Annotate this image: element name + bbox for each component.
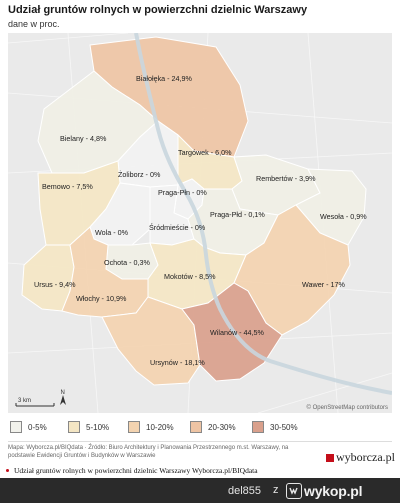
district-label-wesola: Wesoła - 0,9% bbox=[320, 212, 367, 221]
district-label-bialoleka: Białołęka - 24,9% bbox=[136, 74, 193, 83]
district-label-rembertow: Rembertów - 3,9% bbox=[256, 174, 316, 183]
scale-label: 3 km bbox=[18, 398, 31, 404]
north-label: N bbox=[61, 390, 65, 396]
legend-swatch bbox=[252, 421, 264, 433]
legend-swatch bbox=[190, 421, 202, 433]
district-map: Białołęka - 24,9% Bielany - 4,8% Targówek … bbox=[8, 33, 392, 413]
page-subtitle: dane w proc. bbox=[8, 19, 60, 29]
legend-label: 10-20% bbox=[146, 422, 174, 432]
legend: 0-5% 5-10% 10-20% 20-30% 30-50% bbox=[10, 421, 390, 437]
legend-label: 30-50% bbox=[270, 422, 298, 432]
wykop-logo[interactable]: wykop.pl bbox=[286, 483, 362, 499]
district-label-wawer: Wawer - 17% bbox=[302, 280, 345, 289]
wyborcza-logo: wyborcza.pl bbox=[326, 450, 395, 465]
legend-item-20-30: 20-30% bbox=[190, 421, 236, 433]
legend-item-0-5: 0-5% bbox=[10, 421, 47, 433]
district-label-ochota: Ochota - 0,3% bbox=[104, 258, 151, 267]
wykop-footer bbox=[0, 478, 400, 503]
north-arrow-icon: N bbox=[60, 390, 66, 405]
source-note: Mapa: Wyborcza.pl/BIQdata · Źródło: Biur… bbox=[8, 445, 289, 459]
district-label-ursynow: Ursynów - 18,1% bbox=[150, 358, 205, 367]
district-label-bemowo: Bemowo - 7,5% bbox=[42, 182, 93, 191]
caption-text: Udział gruntów rolnych w powierzchni dzi… bbox=[14, 466, 258, 475]
scale-bar: 3 km bbox=[15, 398, 55, 407]
district-label-zoliborz: Żoliborz - 0% bbox=[118, 170, 161, 179]
legend-item-30-50: 30-50% bbox=[252, 421, 298, 433]
bullet-icon bbox=[6, 469, 9, 472]
legend-label: 5-10% bbox=[86, 422, 110, 432]
district-label-mokotow: Mokotów - 8,5% bbox=[164, 272, 216, 281]
legend-label: 0-5% bbox=[28, 422, 47, 432]
district-label-targowek: Targówek - 6,0% bbox=[178, 148, 232, 157]
district-label-praga-pld: Praga-Płd - 0,1% bbox=[210, 210, 265, 219]
legend-swatch bbox=[128, 421, 140, 433]
caption: Udział gruntów rolnych w powierzchni dzi… bbox=[6, 466, 258, 475]
legend-swatch bbox=[68, 421, 80, 433]
legend-swatch bbox=[10, 421, 22, 433]
wyborcza-mark-icon bbox=[326, 453, 334, 462]
wykop-logo-icon bbox=[286, 483, 302, 499]
map-canvas: Białołęka - 24,9% Bielany - 4,8% Targówek … bbox=[8, 33, 392, 413]
district-label-praga-pln: Praga-Płn - 0% bbox=[158, 188, 207, 197]
legend-label: 20-30% bbox=[208, 422, 236, 432]
vistula-river bbox=[134, 33, 392, 395]
legend-item-10-20: 10-20% bbox=[128, 421, 174, 433]
district-label-bielany: Bielany - 4,8% bbox=[60, 134, 107, 143]
author-username[interactable]: del855 bbox=[228, 485, 262, 497]
district-label-ursus: Ursus - 9,4% bbox=[34, 280, 76, 289]
legend-item-5-10: 5-10% bbox=[68, 421, 109, 433]
district-labels: Białołęka - 24,9% Bielany - 4,8% Targówek … bbox=[34, 74, 367, 367]
district-label-wilanow: Wilanów - 44,5% bbox=[210, 328, 265, 337]
wykop-site-text: wykop.pl bbox=[304, 483, 363, 499]
district-label-wlochy: Włochy - 10,9% bbox=[76, 294, 127, 303]
author-separator: z bbox=[273, 484, 279, 496]
district-wawer bbox=[233, 204, 351, 336]
page-title: Udział gruntów rolnych w powierzchni dzi… bbox=[8, 4, 308, 16]
map-attribution: © OpenStreetMap contributors bbox=[307, 404, 388, 411]
district-label-srodmiescie: Śródmieście - 0% bbox=[149, 223, 206, 232]
district-label-wola: Wola - 0% bbox=[95, 228, 129, 237]
divider bbox=[8, 441, 392, 442]
wyborcza-brand-text: wyborcza.pl bbox=[336, 450, 395, 464]
